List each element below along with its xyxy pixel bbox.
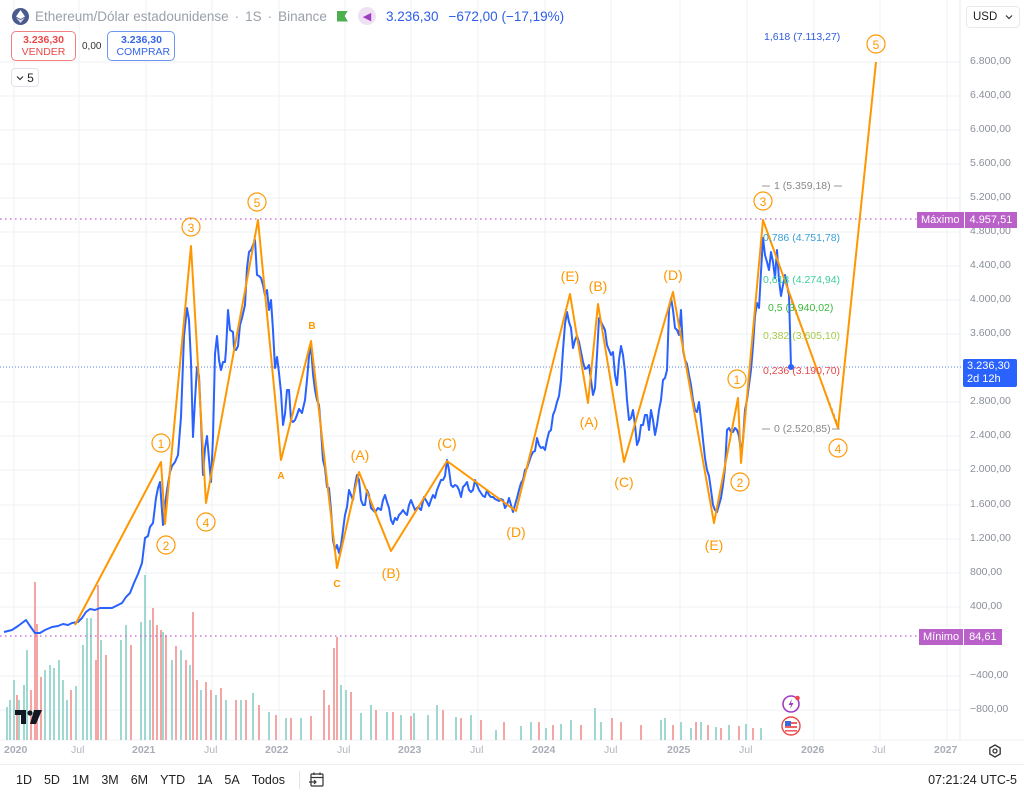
wave1-label-1: 1 [151,433,171,453]
buy-button[interactable]: 3.236,30 COMPRAR [107,31,176,61]
market-open-flag-icon [336,10,348,22]
wave1-label-4: 4 [196,512,216,532]
interval: 1S [245,8,262,24]
lightning-event-icon[interactable] [782,694,802,714]
svg-text:A: A [277,471,284,482]
bottom-toolbar: 1D 5D 1M 3M 6M YTD 1A 5A Todos 07:21:24 … [0,764,1024,795]
go-to-date-calendar-icon[interactable] [308,771,326,789]
svg-text:(C): (C) [614,474,633,490]
svg-text:3: 3 [760,195,767,209]
volume-bars [6,575,762,740]
fib-1618-label: 1,618 (7.113,27) [764,31,840,43]
fib-0382-label: 0,382 (3.605,10) [763,330,840,342]
svg-text:(E): (E) [561,268,580,284]
max-price-tag: Máximo 4.957,51 [917,212,1018,228]
svg-text:(E): (E) [705,537,724,553]
svg-text:(A): (A) [580,414,599,430]
exchange: Binance [278,8,327,24]
range-1m[interactable]: 1M [71,773,90,787]
wave1-label-2: 2 [156,535,176,555]
wave2-label-5: 5 [866,34,886,54]
svg-text:(D): (D) [506,524,525,540]
svg-text:(B): (B) [589,278,608,294]
range-5a[interactable]: 5A [224,773,240,787]
fib-05-label: 0,5 (3.940,02) [768,302,833,314]
range-ytd[interactable]: YTD [160,773,186,787]
wave2-label-1: 1 [727,369,747,389]
range-3m[interactable]: 3M [101,773,119,787]
clock-timezone[interactable]: 07:21:24 UTC-5 [928,773,1017,787]
svg-text:1: 1 [158,437,165,451]
svg-text:(D): (D) [663,267,682,283]
price-change: −672,00 (−17,19%) [448,8,565,24]
sell-button[interactable]: 3.236,30 VENDER [11,31,76,61]
svg-text:(B): (B) [382,565,401,581]
range-5d[interactable]: 5D [43,773,60,787]
range-6m[interactable]: 6M [130,773,149,787]
time-axis[interactable]: 2020 Jul 2021 Jul 2022 Jul 2023 Jul 2024… [4,744,958,756]
svg-text:3: 3 [188,221,195,235]
wave1-label-5: 5 [247,192,267,212]
svg-text:1: 1 [734,373,741,387]
wave2-label-2: 2 [730,472,750,492]
fib-0786-label: 0,786 (4.751,78) [763,232,840,244]
tradingview-logo-icon[interactable] [15,710,43,724]
symbol-name: Ethereum/Dólar estadounidense [35,8,229,24]
spread-value: 0,00 [82,40,102,52]
svg-text:4: 4 [835,442,842,456]
wave2-label-4: 4 [828,438,848,458]
last-price-dot [788,364,794,370]
current-price-tag: 3.236,30 2d 12h [963,359,1017,387]
chevron-down-icon [1005,15,1013,20]
range-1a[interactable]: 1A [197,773,213,787]
fib-1-label: 1 (5.359,18) [774,180,831,192]
trade-panel: 3.236,30 VENDER 0,00 3.236,30 COMPRAR [11,31,176,61]
wave2-label-3: 3 [753,191,773,211]
price-line [3,237,792,634]
share-icon[interactable]: ◀ [357,7,376,25]
svg-text:2: 2 [163,539,170,553]
last-price: 3.236,30 [385,8,439,24]
fib-0236-label: 0,236 (3.190,70) [763,365,840,377]
svg-text:C: C [333,579,340,590]
svg-text:4: 4 [203,516,210,530]
range-1d[interactable]: 1D [16,773,32,787]
svg-text:2: 2 [737,476,744,490]
min-price-tag: Mínimo 84,61 [919,629,1002,645]
svg-text:(A): (A) [351,447,370,463]
fib-0-label: 0 (2.520,85) [774,423,831,435]
range-selector: 1D 5D 1M 3M 6M YTD 1A 5A Todos [10,773,291,787]
svg-text:5: 5 [254,196,261,210]
svg-text:(C): (C) [437,435,456,451]
elliott-wave-line [74,61,877,626]
range-todos[interactable]: Todos [251,773,286,787]
indicators-toggle-button[interactable]: 5 [11,68,39,87]
symbol-legend[interactable]: Ethereum/Dólar estadounidense · 1S · Bin… [12,7,564,25]
settings-gear-icon[interactable] [988,744,1002,758]
us-flag-event-icon[interactable] [781,716,801,736]
ethereum-logo-icon [12,7,29,25]
currency-select[interactable]: USD [966,6,1020,28]
divider [299,771,301,789]
wave1-label-3: 3 [181,217,201,237]
chevron-down-icon [16,75,24,80]
fib-0618-label: 0,618 (4.274,94) [763,274,840,286]
svg-text:5: 5 [873,38,880,52]
svg-text:B: B [308,321,315,332]
